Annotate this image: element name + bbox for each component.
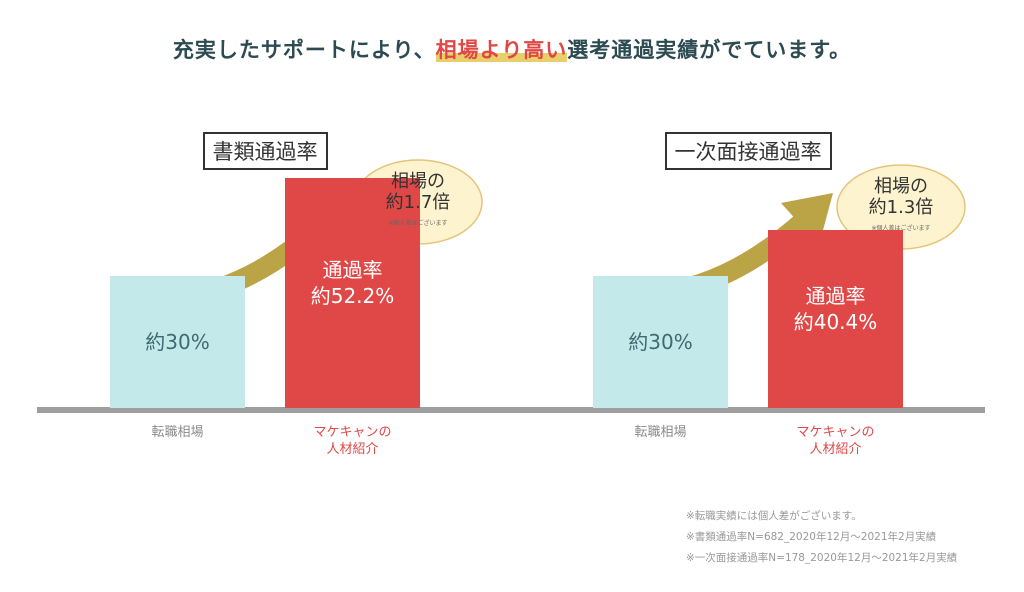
headline-part: 充実したサポートにより、 [172, 38, 436, 62]
bar [110, 276, 245, 408]
value-label: 約30% [628, 330, 693, 354]
value-label: 通過率 約52.2% [310, 258, 395, 309]
bubble-text: 相場の 約1.3倍 [868, 176, 934, 218]
headline-highlight: 相場より高い [435, 38, 568, 62]
footnote: ※転職実績には個人差がございます。 [686, 510, 862, 522]
footnote: ※一次面接通過率N=178_2020年12月〜2021年2月実績 [686, 552, 958, 564]
headline-part: 選考通過実績がでています。 [567, 38, 852, 62]
bar [285, 178, 420, 408]
category-label: マケキャンの 人材紹介 [796, 425, 875, 457]
headline: 充実したサポートにより、相場より高い選考通過実績がでています。 [0, 34, 1024, 64]
baseline [37, 407, 985, 413]
bar [593, 276, 728, 408]
footnote: ※書類通過率N=682_2020年12月〜2021年2月実績 [686, 531, 937, 543]
chart-title: 一次面接通過率 [664, 132, 832, 170]
bar [768, 230, 903, 408]
chart-title: 書類通過率 [202, 132, 328, 170]
category-label: 転職相場 [151, 425, 204, 440]
bubble-note: ※個人差はございます [871, 225, 931, 232]
category-label: 転職相場 [634, 425, 687, 440]
value-label: 通過率 約40.4% [793, 284, 878, 335]
bubble-text: 相場の 約1.7倍 [385, 171, 451, 213]
bubble-note: ※個人差はございます [388, 220, 448, 227]
value-label: 約30% [145, 330, 210, 354]
category-label: マケキャンの 人材紹介 [313, 425, 392, 457]
